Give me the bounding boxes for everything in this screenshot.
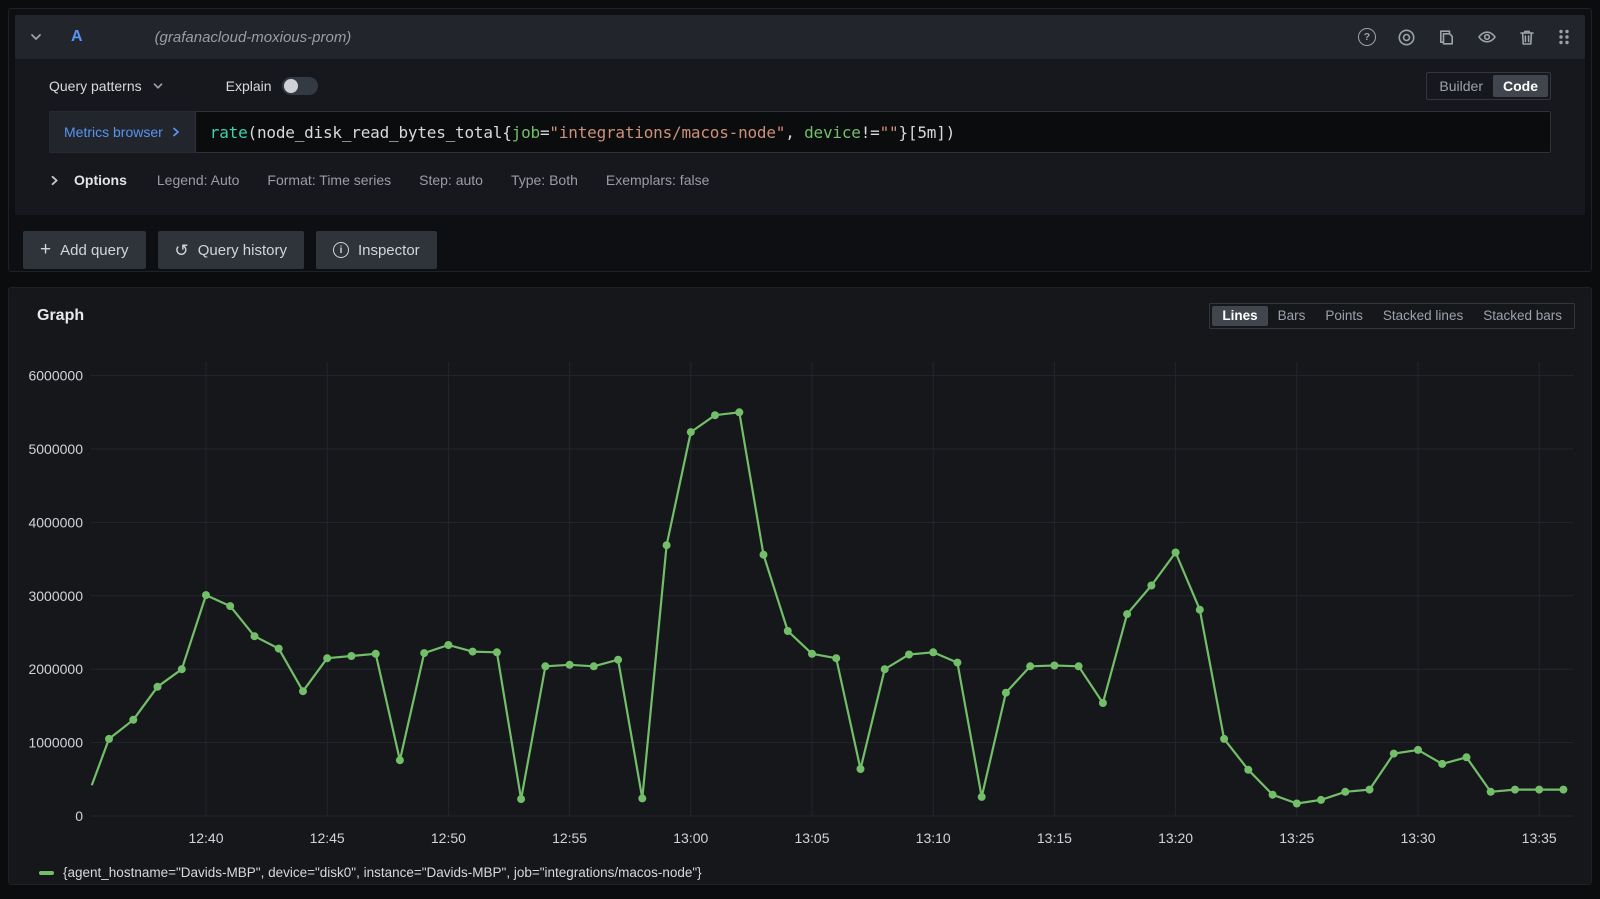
inspector-button[interactable]: i Inspector <box>315 231 437 269</box>
info-icon: i <box>332 242 349 258</box>
x-axis-labels: 12:40 12:45 12:50 12:55 13:00 13:05 13:10 13:15… <box>188 830 1556 846</box>
panel-title: Graph <box>37 307 85 324</box>
code-token-plain: (node_disk_read_bytes_total{ <box>247 122 512 142</box>
query-patterns-label: Query patterns <box>49 78 142 94</box>
datasource-hint: (grafanacloud-moxious-prom) <box>154 28 352 46</box>
explain-label: Explain <box>225 78 272 94</box>
svg-text:13:05: 13:05 <box>794 830 829 846</box>
promql-code-input[interactable]: rate (node_disk_read_bytes_total{job = "int… <box>194 111 1551 153</box>
svg-text:13:15: 13:15 <box>1037 830 1072 846</box>
copy-icon[interactable] <box>1437 28 1456 47</box>
editor-mode-builder[interactable]: Builder <box>1429 75 1493 97</box>
svg-text:13:00: 13:00 <box>673 830 708 846</box>
query-editor-panel: A (grafanacloud-moxious-prom) ? <box>8 8 1592 272</box>
query-editor-body: Query patterns Explain Builder Code Metri… <box>15 59 1585 215</box>
chevron-down-icon[interactable] <box>29 30 43 44</box>
graph-panel: Graph Lines Bars Points Stacked lines Stacke… <box>8 287 1592 885</box>
view-mode-switch: Lines Bars Points Stacked lines Stacked bars <box>1209 303 1575 329</box>
eye-icon[interactable] <box>1477 27 1497 47</box>
options-label: Options <box>74 172 127 188</box>
explain-toggle[interactable] <box>281 77 318 95</box>
view-mode-bars[interactable]: Bars <box>1268 306 1316 326</box>
option-step: Step: auto <box>419 172 483 188</box>
svg-text:12:55: 12:55 <box>552 830 587 846</box>
y-axis-labels: 0 1000000 2000000 3000000 4000000 5000000 6000… <box>28 368 83 824</box>
svg-text:3000000: 3000000 <box>28 588 83 604</box>
metrics-browser-button[interactable]: Metrics browser <box>49 111 195 153</box>
query-row-header[interactable]: A (grafanacloud-moxious-prom) ? <box>15 15 1585 59</box>
code-token-label: device <box>804 122 861 142</box>
code-token-string: "integrations/macos-node" <box>549 122 786 142</box>
editor-mode-switch: Builder Code <box>1426 72 1551 100</box>
chevron-right-icon[interactable] <box>49 174 60 187</box>
series-label[interactable]: {agent_hostname="Davids-MBP", device="di… <box>63 865 702 880</box>
svg-text:12:45: 12:45 <box>310 830 345 846</box>
svg-text:13:35: 13:35 <box>1522 830 1557 846</box>
history-icon: ↺ <box>174 240 189 260</box>
svg-text:13:20: 13:20 <box>1158 830 1193 846</box>
view-mode-stacked-lines[interactable]: Stacked lines <box>1373 306 1473 326</box>
query-header-actions: ? <box>1358 27 1571 47</box>
svg-text:13:25: 13:25 <box>1279 830 1314 846</box>
trash-icon[interactable] <box>1518 28 1536 47</box>
chevron-right-icon <box>171 126 181 138</box>
svg-text:4000000: 4000000 <box>28 514 83 530</box>
code-token-function: rate <box>209 122 248 142</box>
svg-text:6000000: 6000000 <box>28 368 83 384</box>
view-mode-lines[interactable]: Lines <box>1212 306 1268 326</box>
code-token-label: job <box>511 122 541 142</box>
svg-text:1000000: 1000000 <box>28 735 83 751</box>
metrics-browser-label: Metrics browser <box>64 124 163 140</box>
series-line <box>90 411 1565 805</box>
options-collapse-row[interactable]: Options Legend: Auto Format: Time series… <box>49 159 1551 201</box>
view-mode-stacked-bars[interactable]: Stacked bars <box>1473 306 1572 326</box>
option-format: Format: Time series <box>267 172 392 188</box>
option-legend: Legend: Auto <box>156 172 240 188</box>
svg-text:13:30: 13:30 <box>1400 830 1435 846</box>
svg-text:12:40: 12:40 <box>188 830 223 846</box>
grid-lines <box>91 362 1573 817</box>
svg-text:2000000: 2000000 <box>28 661 83 677</box>
add-query-button[interactable]: + Add query <box>23 231 146 269</box>
plus-icon: + <box>40 238 52 260</box>
series-points <box>105 408 1568 808</box>
editor-mode-code[interactable]: Code <box>1493 75 1548 97</box>
view-mode-points[interactable]: Points <box>1315 306 1373 326</box>
svg-text:12:50: 12:50 <box>431 830 466 846</box>
query-history-button[interactable]: ↺ Query history <box>157 231 304 269</box>
series-color-swatch <box>39 870 54 875</box>
code-token-plain: != <box>860 122 880 142</box>
code-token-plain: = <box>539 122 550 142</box>
record-icon[interactable] <box>1397 28 1416 47</box>
toggle-knob <box>283 79 298 93</box>
option-exemplars: Exemplars: false <box>605 172 710 188</box>
query-patterns-dropdown[interactable]: Query patterns <box>49 78 164 94</box>
time-series-chart[interactable]: 0 1000000 2000000 3000000 4000000 5000000 6000… <box>21 340 1579 863</box>
chevron-down-icon <box>152 80 164 92</box>
svg-text:0: 0 <box>75 808 83 824</box>
code-token-plain: }[5m]) <box>898 122 956 142</box>
option-type: Type: Both <box>510 172 578 188</box>
code-token-string: "" <box>879 122 899 142</box>
query-actions: + Add query ↺ Query history i Inspector <box>15 215 1585 269</box>
query-ref-id: A <box>71 28 83 45</box>
code-token-plain: , <box>785 122 805 142</box>
chart-legend: {agent_hostname="Davids-MBP", device="di… <box>21 865 1579 880</box>
svg-text:5000000: 5000000 <box>28 441 83 457</box>
svg-text:13:10: 13:10 <box>916 830 951 846</box>
help-icon[interactable]: ? <box>1358 28 1376 46</box>
drag-handle-icon[interactable] <box>1557 28 1571 46</box>
